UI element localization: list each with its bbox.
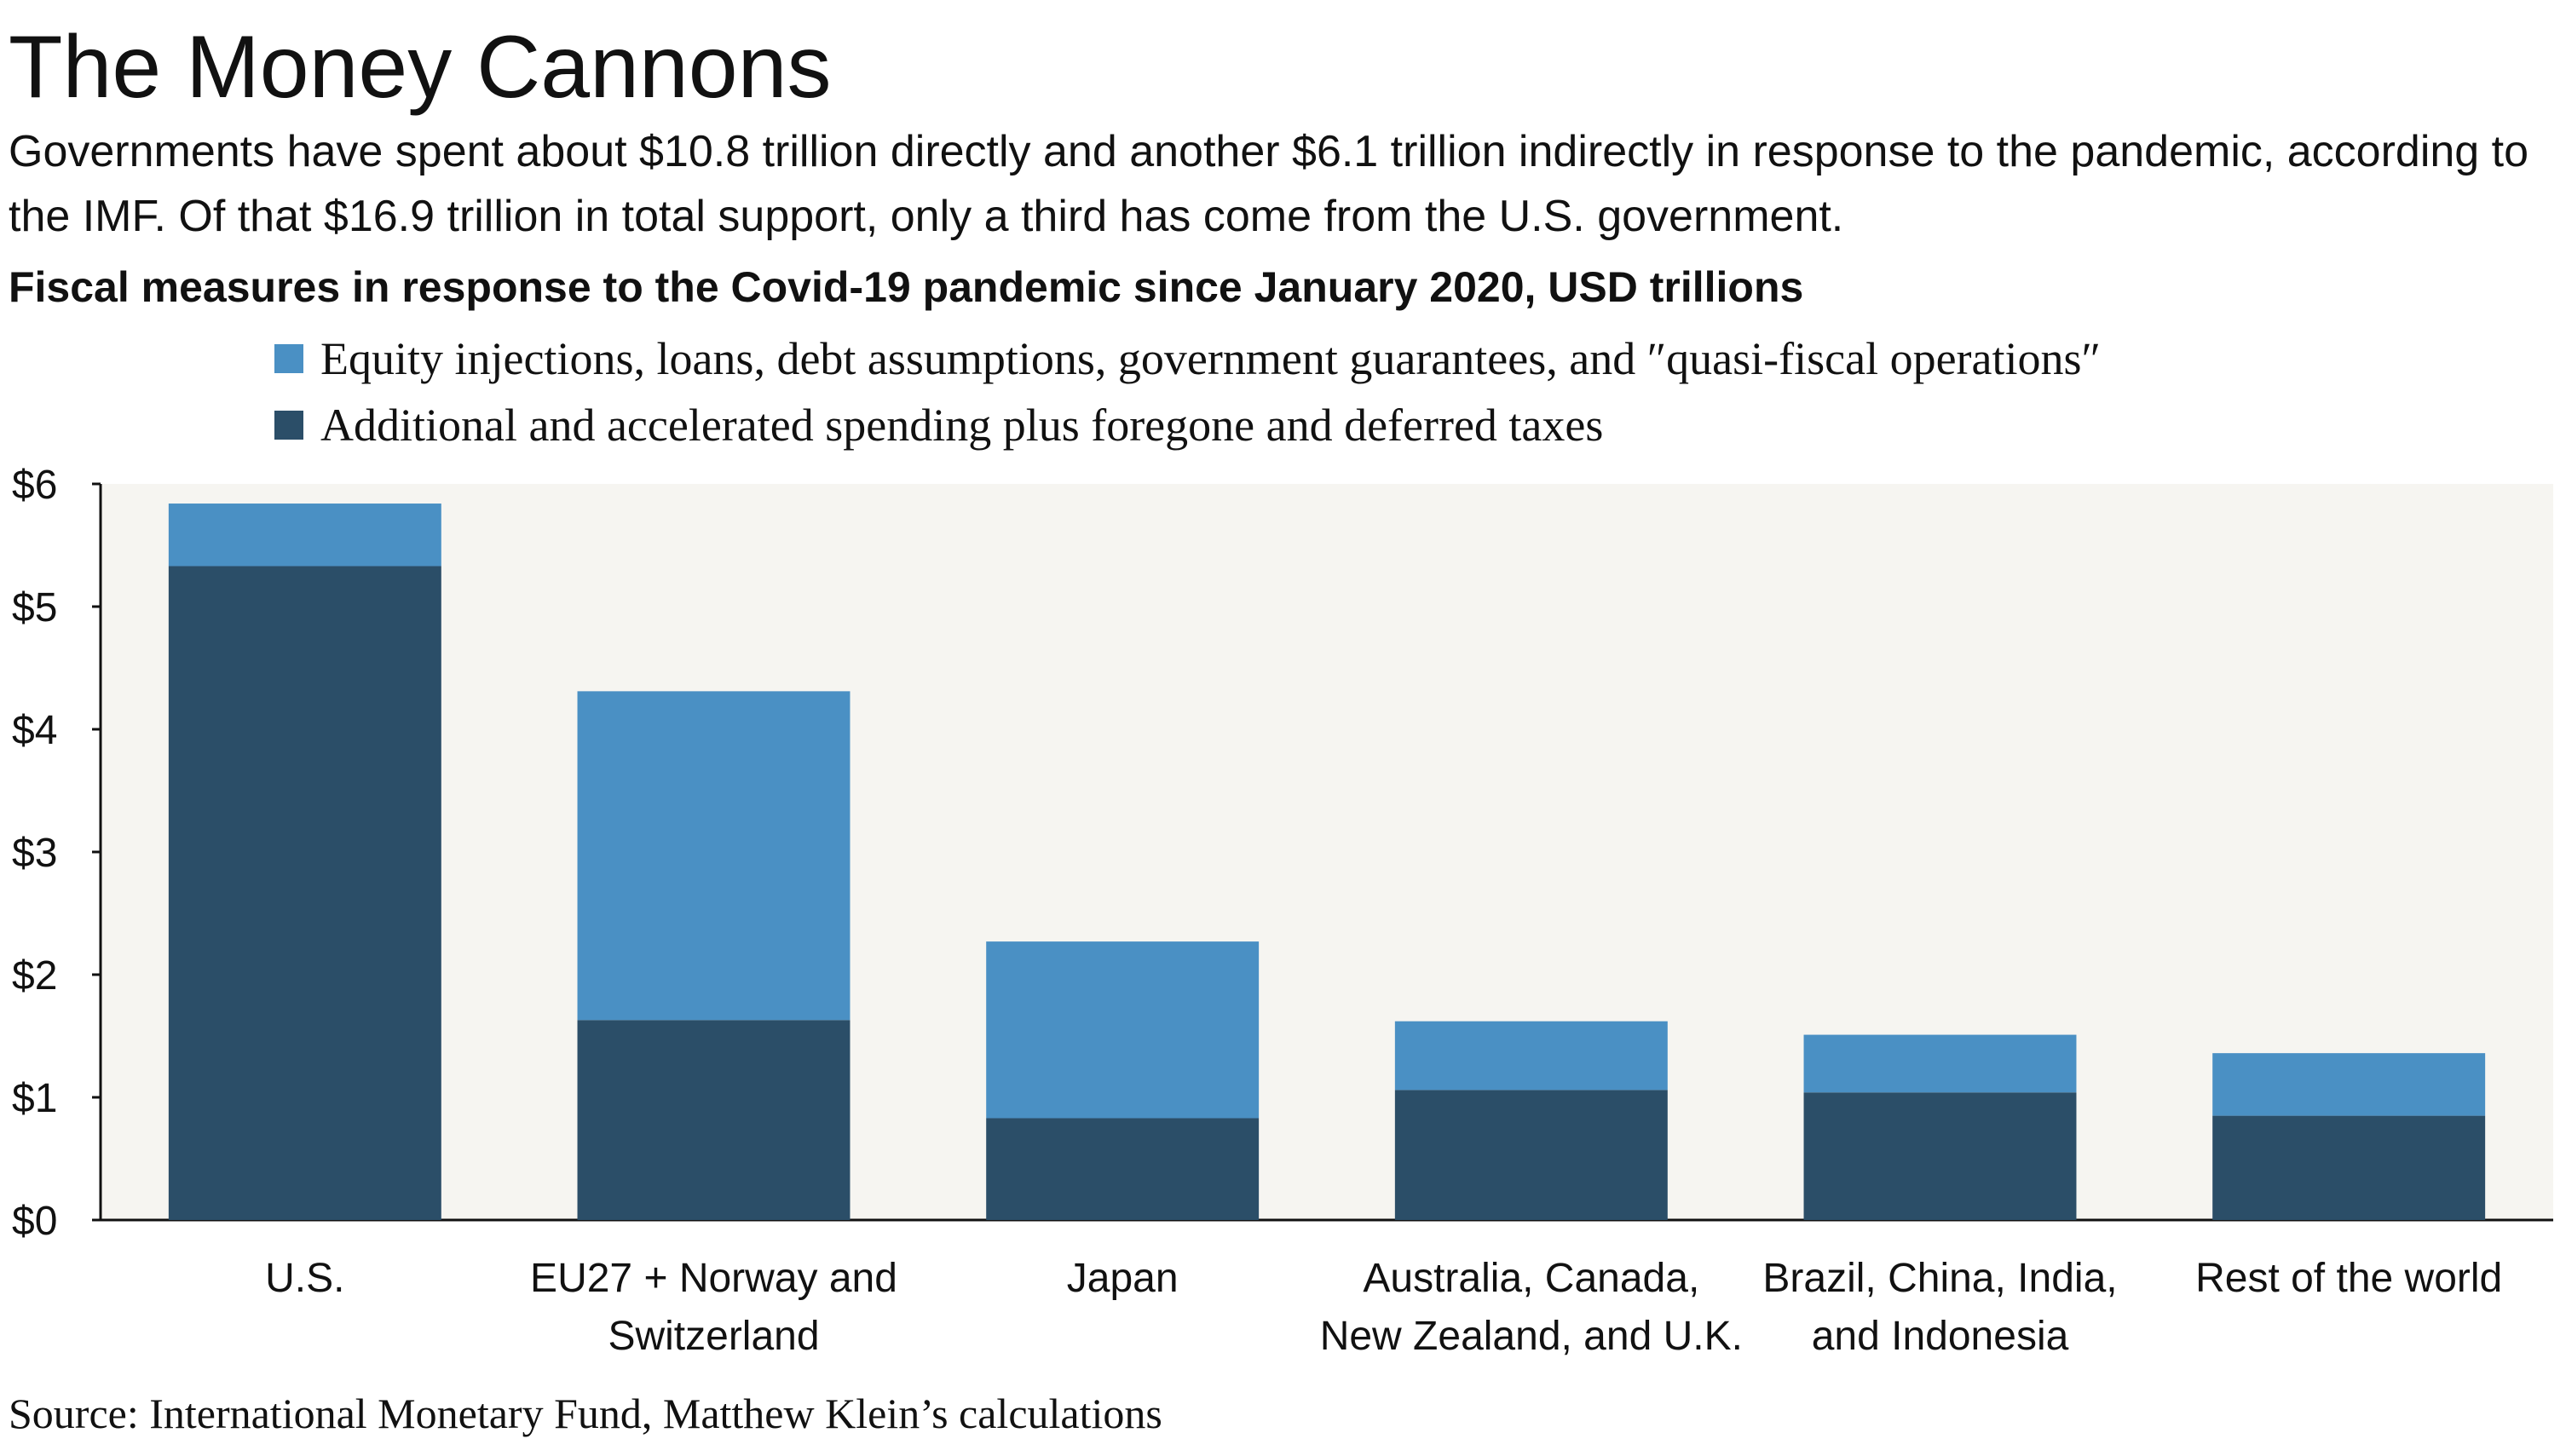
legend-label-direct: Additional and accelerated spending plus…	[320, 400, 1604, 451]
legend-swatch-indirect	[274, 344, 303, 373]
bar-segment-direct	[986, 1118, 1260, 1220]
x-category-label: EU27 + Norway and	[530, 1256, 897, 1301]
y-tick-label: $6	[12, 463, 57, 508]
bar-segment-indirect	[577, 691, 851, 1021]
y-tick-label: $5	[12, 585, 57, 630]
y-tick-label: $1	[12, 1076, 57, 1121]
stacked-bar-chart: $0 $1 $2 $3 $4 $5 $6 U.S. EU27 + Norway and Switz…	[12, 463, 2553, 1359]
chart-subtitle: Governments have spent about $10.8 trill…	[9, 127, 2529, 241]
y-tick-label: $4	[12, 708, 57, 753]
x-category-label: Australia, Canada,	[1363, 1256, 1699, 1301]
bar-segment-indirect	[2212, 1053, 2486, 1116]
bar-segment-indirect	[1394, 1021, 1668, 1091]
x-category-label: Switzerland	[608, 1314, 819, 1359]
x-category-label: U.S.	[265, 1256, 344, 1301]
y-tick-label: $0	[12, 1199, 57, 1244]
legend-label-indirect: Equity injections, loans, debt assumptio…	[320, 333, 2102, 384]
legend-item-indirect: Equity injections, loans, debt assumptio…	[274, 325, 2101, 392]
y-tick-label: $3	[12, 831, 57, 876]
bar-segment-direct	[1803, 1092, 2077, 1220]
bar-segment-direct	[2212, 1115, 2486, 1220]
x-category-label: Japan	[1067, 1256, 1179, 1301]
x-category-label: Rest of the world	[2195, 1256, 2502, 1301]
bar-segment-direct	[168, 566, 441, 1220]
legend-swatch-direct	[274, 411, 303, 440]
x-category-label: and Indonesia	[1812, 1314, 2069, 1359]
bar-segment-direct	[1394, 1090, 1668, 1220]
source-note: Source: International Monetary Fund, Mat…	[9, 1390, 1162, 1437]
bar-segment-indirect	[1803, 1034, 2077, 1093]
y-tick-label: $2	[12, 953, 57, 998]
chart-title: Fiscal measures in response to the Covid…	[9, 263, 1804, 311]
plot-area	[101, 484, 2553, 1220]
legend-item-direct: Additional and accelerated spending plus…	[274, 392, 2101, 458]
bar-segment-indirect	[986, 941, 1260, 1119]
bar-segment-indirect	[168, 504, 441, 567]
x-category-label: New Zealand, and U.K.	[1320, 1314, 1743, 1359]
x-category-label: Brazil, China, India,	[1762, 1256, 2117, 1301]
chart-heading: The Money Cannons	[9, 18, 832, 117]
bar-segment-direct	[577, 1020, 851, 1220]
legend: Equity injections, loans, debt assumptio…	[274, 325, 2101, 458]
